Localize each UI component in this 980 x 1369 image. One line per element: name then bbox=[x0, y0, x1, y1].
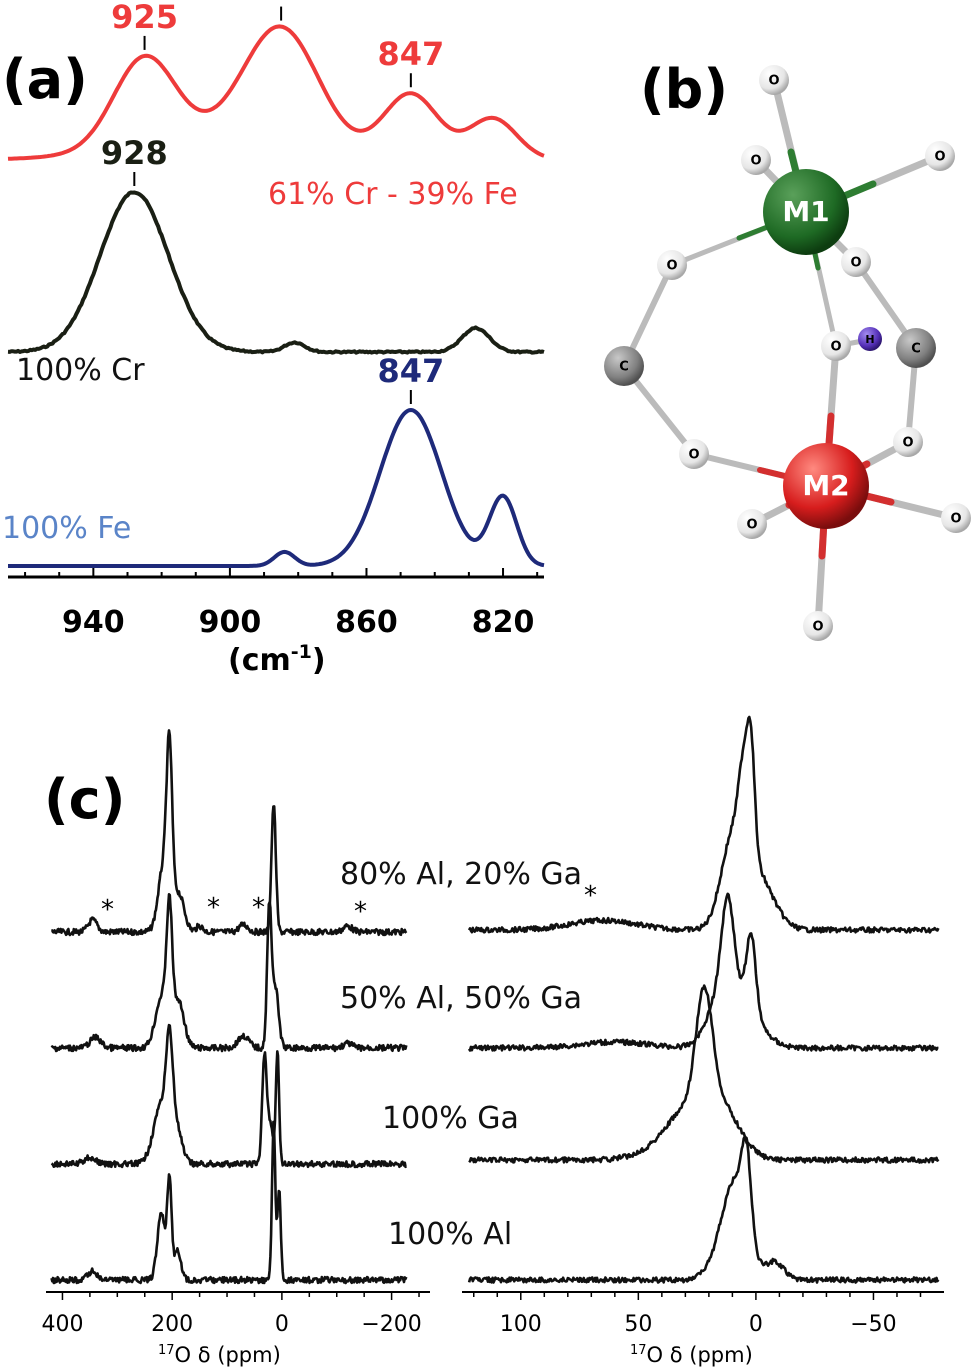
tick-label: 50 bbox=[624, 1312, 652, 1337]
spectrum-line bbox=[7, 24, 545, 161]
sideband-marker: * bbox=[101, 895, 114, 925]
nmr-spectrum-line bbox=[467, 892, 939, 1052]
metal-m2-atom: M2 bbox=[783, 443, 869, 529]
svg-text:H: H bbox=[865, 333, 874, 346]
tick-label: 900 bbox=[199, 605, 262, 640]
panel-c-right-x-axis-title: 17O δ (ppm) bbox=[630, 1343, 753, 1367]
oxygen-atom: O bbox=[925, 141, 955, 171]
oxygen-atom-hydroxyl: O bbox=[821, 331, 851, 361]
panel-a-spectra bbox=[7, 24, 545, 568]
hydrogen-atom: H bbox=[858, 327, 882, 351]
tick-label: 200 bbox=[151, 1312, 193, 1337]
series-label-cr-fe: 61% Cr - 39% Fe bbox=[268, 177, 518, 212]
oxygen-atom: O bbox=[841, 247, 871, 277]
oxygen-atom: O bbox=[737, 509, 767, 539]
peak-label: 928 bbox=[101, 134, 168, 172]
svg-text:O: O bbox=[830, 340, 841, 355]
tick-label: 100 bbox=[500, 1312, 542, 1337]
panel-a-x-ticks: 940 900 860 820 bbox=[24, 568, 539, 640]
peak-label: 847 bbox=[377, 352, 444, 390]
series-label-50al-50ga: 50% Al, 50% Ga bbox=[340, 981, 582, 1016]
oxygen-atom: O bbox=[893, 427, 923, 457]
tick-label: 860 bbox=[335, 605, 398, 640]
nmr-spectrum-line bbox=[50, 1120, 408, 1285]
oxygen-atom: O bbox=[941, 503, 971, 533]
panel-b-label: (b) bbox=[640, 58, 728, 121]
panel-c-x-ticks: 400 200 0 −200 100 50 0 −50 bbox=[41, 1292, 922, 1337]
panel-c-label: (c) bbox=[44, 768, 125, 831]
panel-a: (a) 925 885 847 928 847 61% Cr - 39% Fe 100%… bbox=[2, 0, 545, 678]
tick-label: 820 bbox=[472, 605, 535, 640]
panel-a-x-axis-title: (cm-1) bbox=[228, 641, 326, 678]
oxygen-atom: O bbox=[657, 250, 687, 280]
series-label-cr: 100% Cr bbox=[16, 353, 145, 388]
spectrum-line bbox=[7, 190, 545, 355]
tick-label: 400 bbox=[41, 1312, 83, 1337]
nmr-spectrum-line bbox=[467, 715, 940, 934]
panel-c-left-spectra bbox=[50, 729, 408, 1285]
sideband-marker: * bbox=[584, 881, 597, 911]
series-label-100ga: 100% Ga bbox=[382, 1101, 519, 1136]
panel-c-left-x-axis-title: 17O δ (ppm) bbox=[158, 1343, 281, 1367]
panel-c: (c) 80% Al, 20% Ga 50% Al, 50% Ga 100% G… bbox=[41, 715, 944, 1367]
sideband-marker: * bbox=[252, 893, 265, 923]
oxygen-atom: O bbox=[803, 611, 833, 641]
svg-text:C: C bbox=[619, 360, 629, 375]
nmr-spectrum-line bbox=[50, 893, 408, 1053]
sideband-marker: * bbox=[354, 897, 367, 927]
tick-label: 0 bbox=[275, 1312, 289, 1337]
panel-a-label: (a) bbox=[2, 48, 88, 111]
series-label-100al: 100% Al bbox=[388, 1217, 512, 1252]
series-label-80al-20ga: 80% Al, 20% Ga bbox=[340, 857, 582, 892]
nmr-spectrum-line bbox=[468, 984, 940, 1164]
panel-b-molecule: (b) bbox=[604, 58, 971, 641]
svg-text:C: C bbox=[911, 342, 921, 357]
peak-label: 885 bbox=[248, 0, 315, 7]
svg-text:O: O bbox=[750, 154, 761, 169]
spinning-sideband-markers: * * * * * bbox=[101, 881, 597, 927]
svg-text:M2: M2 bbox=[802, 469, 849, 502]
peak-label: 925 bbox=[111, 0, 178, 36]
tick-label: 0 bbox=[749, 1312, 763, 1337]
svg-text:O: O bbox=[934, 150, 945, 165]
svg-text:O: O bbox=[768, 74, 779, 89]
svg-text:M1: M1 bbox=[782, 195, 829, 228]
svg-text:O: O bbox=[950, 512, 961, 527]
tick-label: 940 bbox=[62, 605, 125, 640]
sideband-marker: * bbox=[207, 893, 220, 923]
panel-c-right-spectra bbox=[467, 715, 940, 1284]
svg-text:O: O bbox=[812, 620, 823, 635]
tick-label: −50 bbox=[850, 1312, 896, 1337]
series-label-fe: 100% Fe bbox=[2, 511, 131, 546]
svg-text:O: O bbox=[902, 436, 913, 451]
svg-text:O: O bbox=[688, 448, 699, 463]
metal-m1-atom: M1 bbox=[763, 169, 849, 255]
carbon-atom: C bbox=[896, 328, 936, 368]
nmr-spectrum-line bbox=[467, 1135, 940, 1284]
svg-text:O: O bbox=[666, 259, 677, 274]
spectrum-line bbox=[7, 408, 545, 568]
oxygen-atom: O bbox=[679, 439, 709, 469]
panel-a-peak-labels: 925 885 847 928 847 bbox=[101, 0, 444, 404]
nmr-spectrum-line bbox=[50, 729, 408, 937]
tick-label: −200 bbox=[361, 1312, 421, 1337]
svg-text:O: O bbox=[746, 518, 757, 533]
oxygen-atom: O bbox=[759, 65, 789, 95]
svg-text:O: O bbox=[850, 256, 861, 271]
oxygen-atom: O bbox=[741, 145, 771, 175]
nmr-spectrum-line bbox=[50, 1023, 407, 1169]
atoms: O O O O O M1 C C O H O O M2 O O O bbox=[604, 65, 971, 641]
carbon-atom: C bbox=[604, 346, 644, 386]
peak-label: 847 bbox=[377, 35, 444, 73]
